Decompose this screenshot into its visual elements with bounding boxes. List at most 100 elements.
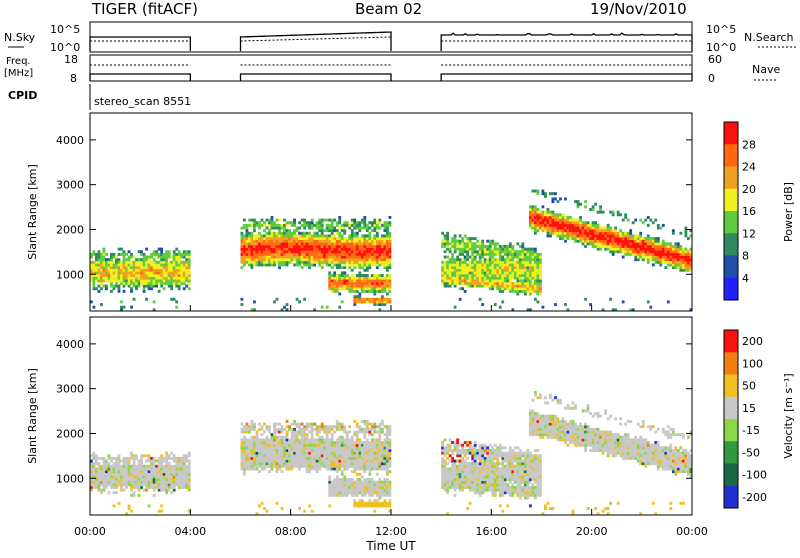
power-cell-2989 (669, 242, 672, 245)
power-cell-2244 (519, 261, 522, 264)
velocity-cell-887 (298, 423, 301, 426)
velocity-cell-217 (133, 475, 136, 478)
power-cell-278 (143, 263, 146, 266)
velocity-cell-1304 (353, 457, 356, 460)
velocity-cell-1539 (376, 441, 379, 444)
velocity-cell-1583 (381, 457, 384, 460)
power-cell-1428 (363, 285, 366, 288)
power-cell-2795 (624, 240, 627, 243)
power-cell-1340 (353, 234, 356, 237)
power-cell-2698 (602, 237, 605, 240)
power-cell-1069 (323, 229, 326, 232)
power-cell-2574 (572, 219, 575, 222)
velocity-cell-1797 (459, 460, 462, 463)
power-cell-893 (296, 227, 299, 230)
power-cell-2605 (579, 219, 582, 222)
power-cell-395 (165, 274, 168, 277)
power-cell-1452 (366, 298, 369, 301)
power-cell-1486 (368, 263, 371, 266)
power-cell-835 (288, 261, 291, 264)
velocity-cell-1494 (373, 510, 376, 513)
power-cell-767 (278, 261, 281, 264)
power-cell-2062 (494, 285, 497, 288)
power-cell-252 (138, 263, 141, 266)
power-cell-3010 (674, 242, 677, 245)
velocity-cell-332 (155, 465, 158, 468)
velocity-cell-213 (133, 486, 136, 489)
velocity-cell-1495 (373, 504, 376, 507)
power-cell-2352 (531, 213, 534, 216)
velocity-cell-1536 (376, 449, 379, 452)
velocity-cell-1704 (444, 446, 447, 449)
power-cell-1226 (341, 237, 344, 240)
power-cell-938 (303, 232, 306, 235)
power-cell-2007 (484, 245, 487, 248)
power-cell-1875 (466, 279, 469, 282)
velocity-cell-263 (143, 489, 146, 492)
velocity-cell-1003 (316, 431, 319, 434)
power-cell-431 (173, 298, 176, 301)
power-cell-1818 (456, 242, 459, 245)
power-cell-240 (135, 266, 138, 269)
velocity-cell-582 (251, 428, 254, 431)
power-cell-1398 (358, 221, 361, 224)
power-cell-2520 (559, 224, 562, 227)
power-cell-2554 (567, 224, 570, 227)
power-cell-868 (293, 248, 296, 251)
velocity-cell-1855 (469, 478, 472, 481)
power-cell-141 (118, 279, 121, 282)
velocity-cell-1659 (388, 460, 391, 463)
velocity-cell-1406 (363, 452, 366, 455)
power-cell-1746 (446, 263, 449, 266)
power-cell-754 (276, 250, 279, 253)
power-cell-1885 (466, 250, 469, 253)
velocity-cell-814 (288, 446, 291, 449)
power-cell-821 (286, 258, 289, 261)
velocity-cell-330 (155, 470, 158, 473)
velocity-cell-1141 (336, 475, 339, 478)
velocity-cell-1027 (321, 452, 324, 455)
velocity-cell-1319 (356, 486, 359, 489)
power-cell-1763 (449, 266, 452, 269)
power-cell-2752 (614, 242, 617, 245)
power-cell-1268 (346, 240, 349, 243)
velocity-cell-1041 (323, 454, 326, 457)
power-cell-308 (148, 258, 151, 261)
power-cell-1828 (459, 266, 462, 269)
power-cell-1280 (348, 261, 351, 264)
velocity-cell-792 (286, 460, 289, 463)
velocity-cell-1544 (378, 502, 381, 505)
power-cell-1509 (371, 274, 374, 277)
power-cell-1367 (356, 234, 359, 237)
velocity-cell-107 (110, 457, 113, 460)
power-cell-546 (243, 253, 246, 256)
velocity-cell-1393 (363, 491, 366, 494)
power-cell-247 (138, 277, 141, 280)
power-cell-145 (118, 269, 121, 272)
power-cell-1718 (441, 242, 444, 245)
power-cell-485 (180, 256, 183, 259)
power-cell-937 (303, 234, 306, 237)
velocity-cell-1145 (336, 462, 339, 465)
power-cell-1168 (336, 261, 339, 264)
power-cell-1383 (358, 266, 361, 269)
power-cell-2333 (531, 287, 534, 290)
power-cell-2266 (521, 245, 524, 248)
power-cell-898 (298, 256, 301, 259)
power-cell-762 (276, 227, 279, 230)
velocity-cell-1628 (386, 470, 389, 473)
velocity-cell-732 (276, 454, 279, 457)
velocity-cell-1177 (338, 438, 341, 441)
power-cell-996 (313, 253, 316, 256)
power-cell-2011 (486, 277, 489, 280)
power-cell-2311 (529, 277, 532, 280)
velocity-cell-546 (246, 446, 249, 449)
power-cell-1814 (456, 258, 459, 261)
velocity-cell-51 (100, 489, 103, 492)
power-cell-2636 (587, 224, 590, 227)
power-cell-2861 (639, 234, 642, 237)
power-cell-2429 (539, 256, 542, 259)
power-cell-2413 (536, 192, 539, 195)
velocity-cell-1174 (338, 446, 341, 449)
power-cell-297 (148, 287, 151, 290)
